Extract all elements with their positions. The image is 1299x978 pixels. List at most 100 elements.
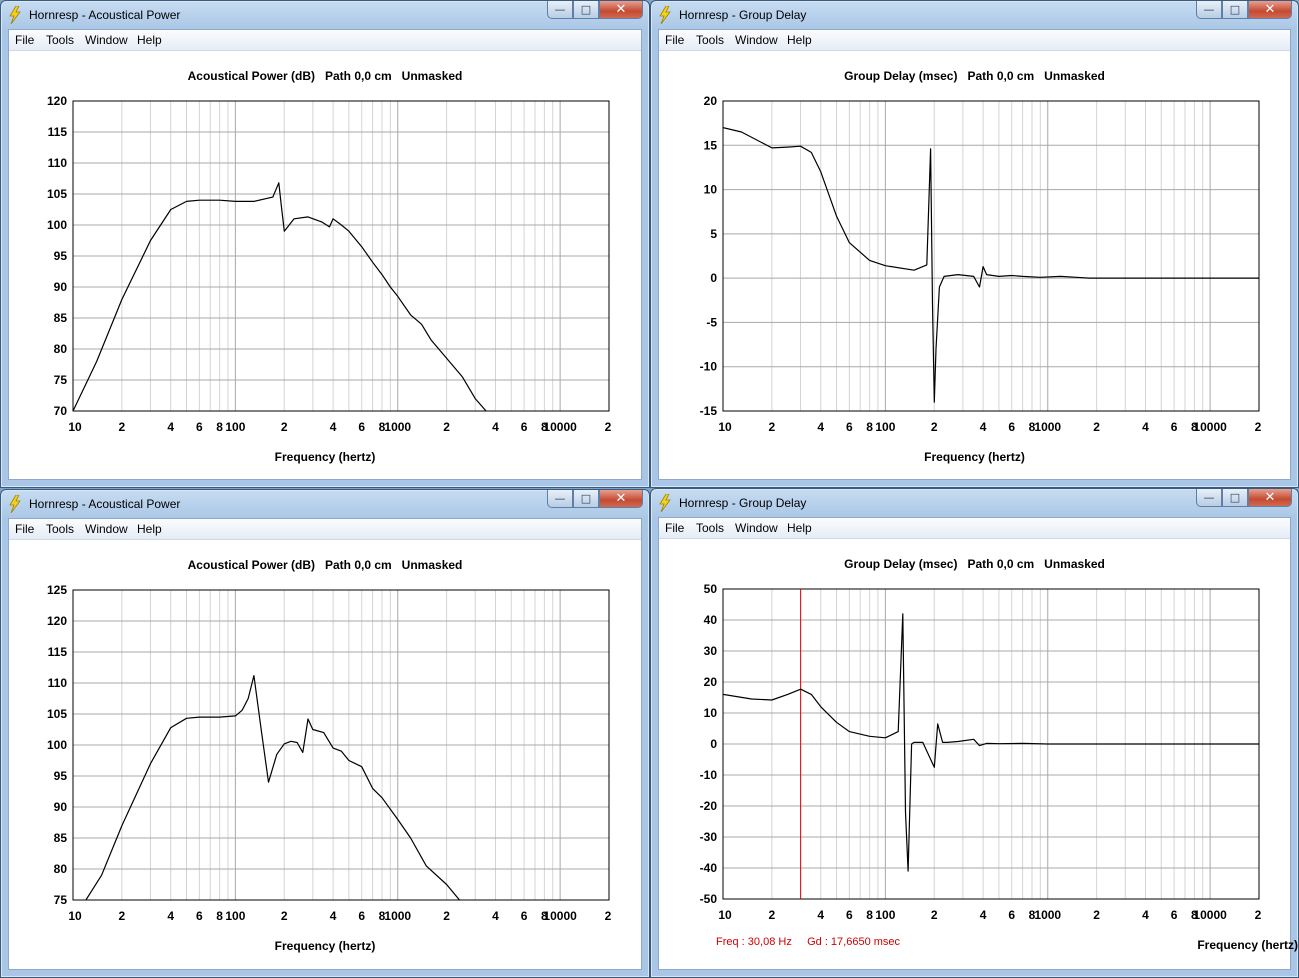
menu-tools[interactable]: Tools <box>46 522 75 536</box>
x-tick-label: 4 <box>817 908 824 922</box>
window-acoustical-power-bottom[interactable]: Hornresp - Acoustical Power — □ ✕ File T… <box>0 489 650 978</box>
menu-bar: File Tools Window Help <box>9 30 641 51</box>
hornresp-app-icon <box>659 494 671 512</box>
x-tick-label: 4 <box>492 909 499 923</box>
menu-bar: File Tools Window Help <box>659 30 1290 51</box>
menu-help[interactable]: Help <box>137 522 162 536</box>
x-axis-label: Frequency (hertz) <box>274 450 376 464</box>
y-tick-label: 105 <box>47 707 67 721</box>
x-tick-label: 10000 <box>543 909 577 923</box>
close-icon[interactable]: ✕ <box>1248 489 1292 507</box>
x-tick-label: 4 <box>817 420 824 434</box>
menu-file[interactable]: File <box>15 33 35 47</box>
x-tick-label: 8 <box>216 420 223 434</box>
minimize-icon[interactable]: — <box>547 490 573 508</box>
x-tick-label: 2 <box>1093 420 1100 434</box>
menu-tools[interactable]: Tools <box>696 33 725 47</box>
maximize-icon[interactable]: □ <box>1222 1 1248 19</box>
x-tick-label: 4 <box>980 420 987 434</box>
x-tick-label: 2 <box>769 908 776 922</box>
x-tick-label: 8 <box>1029 420 1036 434</box>
x-tick-label: 2 <box>605 420 612 434</box>
close-icon[interactable]: ✕ <box>1248 1 1292 19</box>
window-title: Hornresp - Acoustical Power <box>29 8 181 22</box>
x-tick-label: 4 <box>980 908 987 922</box>
y-tick-label: 75 <box>54 893 68 907</box>
y-tick-label: 75 <box>54 373 68 387</box>
menu-help[interactable]: Help <box>137 33 162 47</box>
x-tick-label: 6 <box>846 420 853 434</box>
close-icon[interactable]: ✕ <box>599 490 643 508</box>
plot-title: Acoustical Power (dB) Path 0,0 cm Unmask… <box>187 69 463 83</box>
minimize-icon[interactable]: — <box>1196 489 1222 507</box>
title-bar[interactable]: Hornresp - Group Delay — □ ✕ <box>651 489 1298 517</box>
x-tick-label: 6 <box>521 909 528 923</box>
menu-help[interactable]: Help <box>787 33 812 47</box>
x-tick-label: 2 <box>1255 420 1262 434</box>
hornresp-app-icon <box>659 6 671 24</box>
menu-file[interactable]: File <box>665 521 685 535</box>
x-tick-label: 4 <box>167 420 174 434</box>
y-tick-label: 125 <box>47 583 67 597</box>
y-tick-label: 120 <box>47 94 67 108</box>
response-trace <box>85 675 460 900</box>
maximize-icon[interactable]: □ <box>573 490 599 508</box>
y-tick-label: 40 <box>704 613 718 627</box>
x-tick-label: 8 <box>216 909 223 923</box>
maximize-icon[interactable]: □ <box>1222 489 1248 507</box>
x-tick-label: 6 <box>1171 420 1178 434</box>
x-tick-label: 100 <box>225 909 245 923</box>
x-tick-label: 8 <box>1191 908 1198 922</box>
x-tick-label: 10000 <box>1193 908 1227 922</box>
x-tick-label: 8 <box>541 909 548 923</box>
close-icon[interactable]: ✕ <box>599 1 643 19</box>
minimize-icon[interactable]: — <box>1196 1 1222 19</box>
window-acoustical-power-top[interactable]: Hornresp - Acoustical Power — □ ✕ File T… <box>0 0 650 488</box>
menu-window[interactable]: Window <box>735 33 778 47</box>
y-tick-label: 70 <box>54 404 68 418</box>
response-trace <box>723 613 1259 872</box>
menu-help[interactable]: Help <box>787 521 812 535</box>
x-axis-label: Frequency (hertz) <box>274 939 376 953</box>
x-tick-label: 8 <box>866 908 873 922</box>
menu-tools[interactable]: Tools <box>696 521 725 535</box>
y-tick-label: 5 <box>710 227 717 241</box>
x-tick-label: 2 <box>119 909 126 923</box>
x-tick-label: 10000 <box>1193 420 1227 434</box>
minimize-icon[interactable]: — <box>547 1 573 19</box>
title-bar[interactable]: Hornresp - Acoustical Power — □ ✕ <box>1 1 649 29</box>
plot-frame <box>72 589 610 901</box>
x-tick-label: 1000 <box>1034 908 1061 922</box>
y-tick-label: 90 <box>54 800 68 814</box>
x-tick-label: 2 <box>605 909 612 923</box>
x-tick-label: 8 <box>379 420 386 434</box>
x-tick-label: 2 <box>281 909 288 923</box>
title-bar[interactable]: Hornresp - Acoustical Power — □ ✕ <box>1 490 649 518</box>
x-tick-label: 4 <box>330 909 337 923</box>
menu-file[interactable]: File <box>665 33 685 47</box>
menu-window[interactable]: Window <box>735 521 778 535</box>
x-tick-label: 4 <box>1142 420 1149 434</box>
y-tick-label: -10 <box>700 768 718 782</box>
menu-window[interactable]: Window <box>85 522 128 536</box>
window-title: Hornresp - Group Delay <box>679 496 807 510</box>
y-tick-label: 85 <box>54 831 68 845</box>
window-group-delay-bottom[interactable]: Hornresp - Group Delay — □ ✕ File Tools … <box>650 488 1299 978</box>
plot-frame <box>722 100 1260 412</box>
response-trace <box>723 127 1259 403</box>
y-tick-label: 110 <box>48 156 68 170</box>
menu-window[interactable]: Window <box>85 33 128 47</box>
title-bar[interactable]: Hornresp - Group Delay — □ ✕ <box>651 1 1298 29</box>
x-tick-label: 8 <box>1029 908 1036 922</box>
maximize-icon[interactable]: □ <box>573 1 599 19</box>
menu-tools[interactable]: Tools <box>46 33 75 47</box>
y-tick-label: -10 <box>700 360 718 374</box>
window-group-delay-top[interactable]: Hornresp - Group Delay — □ ✕ File Tools … <box>650 0 1299 488</box>
menu-file[interactable]: File <box>15 522 35 536</box>
y-tick-label: 115 <box>48 125 68 139</box>
hornresp-app-icon <box>9 6 21 24</box>
x-tick-label: 6 <box>521 420 528 434</box>
x-tick-label: 6 <box>358 420 365 434</box>
